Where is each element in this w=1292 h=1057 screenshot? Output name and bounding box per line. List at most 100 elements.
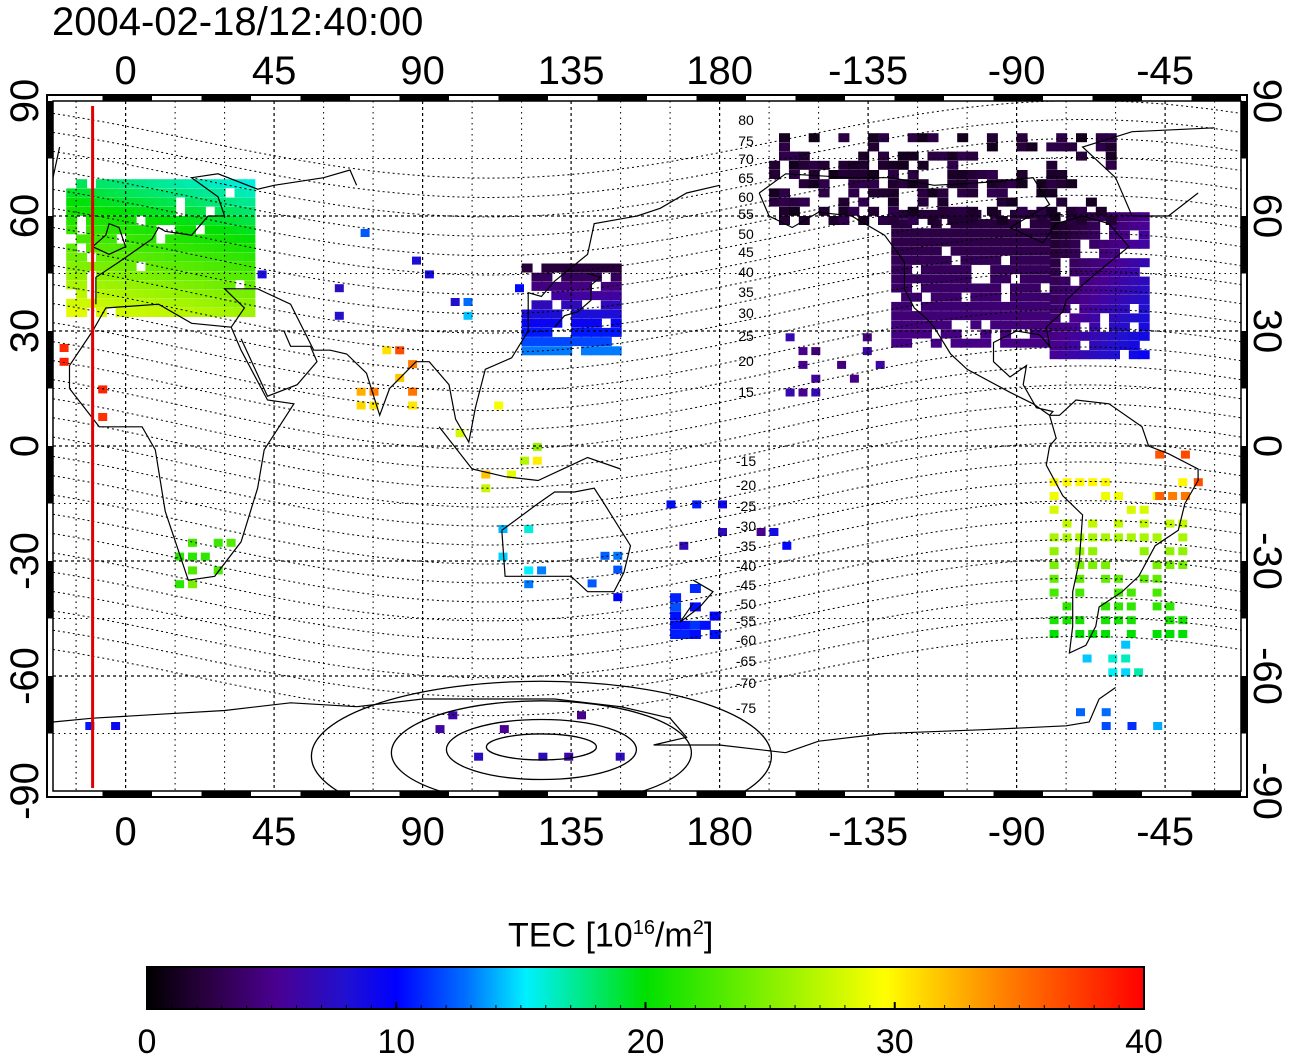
tec-cell [1193, 478, 1203, 487]
tec-cell [980, 246, 992, 256]
tec-cell [1079, 230, 1091, 240]
tec-cell [811, 374, 821, 383]
frame-bar [1241, 561, 1247, 619]
tec-cell [165, 252, 177, 262]
tec-cell [1029, 283, 1041, 293]
magnetic-contour [53, 156, 1241, 237]
tec-cell [1121, 668, 1131, 677]
frame-bar [894, 791, 944, 797]
tec-cell [858, 179, 870, 189]
tec-cell [1118, 304, 1130, 314]
tec-cell [828, 216, 840, 225]
tec-cell [1059, 249, 1071, 258]
tec-cell [1019, 246, 1031, 256]
tec-cell [571, 337, 583, 347]
tec-cell [1099, 267, 1111, 277]
tec-cell [95, 216, 107, 225]
tec-cell [970, 338, 982, 348]
tec-cell [194, 216, 206, 225]
contour-label: 15 [738, 384, 754, 400]
magnetic-contour [53, 137, 1241, 218]
tec-cell [590, 272, 602, 282]
tec-cell [887, 206, 899, 216]
tec-cell [670, 602, 682, 612]
tec-cell [670, 593, 682, 603]
contour-label: 65 [738, 170, 754, 186]
tec-cell [551, 346, 563, 356]
tec-cell [1128, 221, 1140, 231]
tec-cell [986, 188, 998, 198]
tec-cell [930, 320, 942, 330]
tec-cell [901, 246, 913, 256]
tec-cell [858, 170, 870, 179]
magnetic-contour [53, 270, 1241, 354]
tec-cell [1056, 179, 1068, 189]
tec-cell [990, 265, 1002, 275]
contour-label: -25 [736, 498, 756, 514]
tec-cell [1178, 547, 1188, 556]
tec-cell [185, 216, 196, 225]
tec-cell [145, 271, 157, 281]
tec-cell [940, 265, 952, 275]
tec-cell [891, 311, 903, 321]
tec-cell [1138, 331, 1150, 341]
magnetic-contour [53, 635, 1241, 717]
tec-cell [175, 188, 187, 198]
tec-cell [1089, 230, 1101, 240]
tec-cell [224, 197, 236, 207]
contour-label: -15 [736, 453, 756, 469]
tec-cell [571, 263, 583, 273]
tec-cell [878, 160, 889, 170]
magnetic-contour [53, 616, 1241, 698]
tec-cell [1019, 292, 1031, 302]
tec-cell [1118, 313, 1130, 323]
tec-cell [590, 309, 602, 319]
tec-cell [947, 216, 959, 225]
tec-cell [927, 133, 939, 143]
tec-cell [901, 292, 913, 302]
tec-cell [600, 327, 612, 337]
tec-cell [521, 346, 533, 356]
frame-bar [300, 95, 350, 101]
coastlines [53, 127, 1215, 754]
tec-cell [1109, 350, 1120, 360]
tec-cell [95, 188, 107, 198]
tec-cell [990, 246, 1002, 256]
tec-cell [957, 216, 969, 225]
tec-cell [1138, 295, 1150, 304]
tec-cell [125, 234, 137, 244]
tec-cell [194, 188, 206, 198]
tec-cell [1049, 341, 1061, 350]
tec-cell [1016, 179, 1028, 189]
tec-cell [1089, 239, 1101, 249]
tec-cell [1059, 322, 1071, 332]
tec-cell [105, 234, 117, 244]
tec-cell [868, 188, 880, 198]
tec-cell [901, 228, 913, 238]
tec-cell [990, 274, 1002, 284]
tec-cell [541, 327, 553, 337]
contour-label: 20 [738, 353, 754, 369]
tec-cell [244, 197, 256, 207]
tec-cell [135, 188, 147, 198]
tec-cell [782, 541, 792, 550]
tec-cell [600, 300, 612, 310]
tec-cell [95, 197, 107, 207]
tec-cell [1128, 258, 1140, 268]
tec-cell [1118, 276, 1130, 286]
tec-cell [858, 216, 870, 225]
tec-cell [369, 387, 379, 396]
tec-cell [1000, 311, 1012, 321]
tec-cell [970, 301, 982, 311]
contour-label: 30 [738, 305, 754, 321]
tec-cell [435, 725, 445, 734]
tec-cell [520, 456, 529, 465]
tec-cell [115, 280, 127, 290]
tec-cell [1056, 142, 1068, 152]
tec-cell [581, 309, 592, 319]
tec-cell [155, 243, 167, 253]
tec-cell [125, 280, 137, 290]
tec-cell [1165, 561, 1175, 569]
tec-cell [590, 318, 602, 328]
tec-cell [930, 283, 942, 293]
